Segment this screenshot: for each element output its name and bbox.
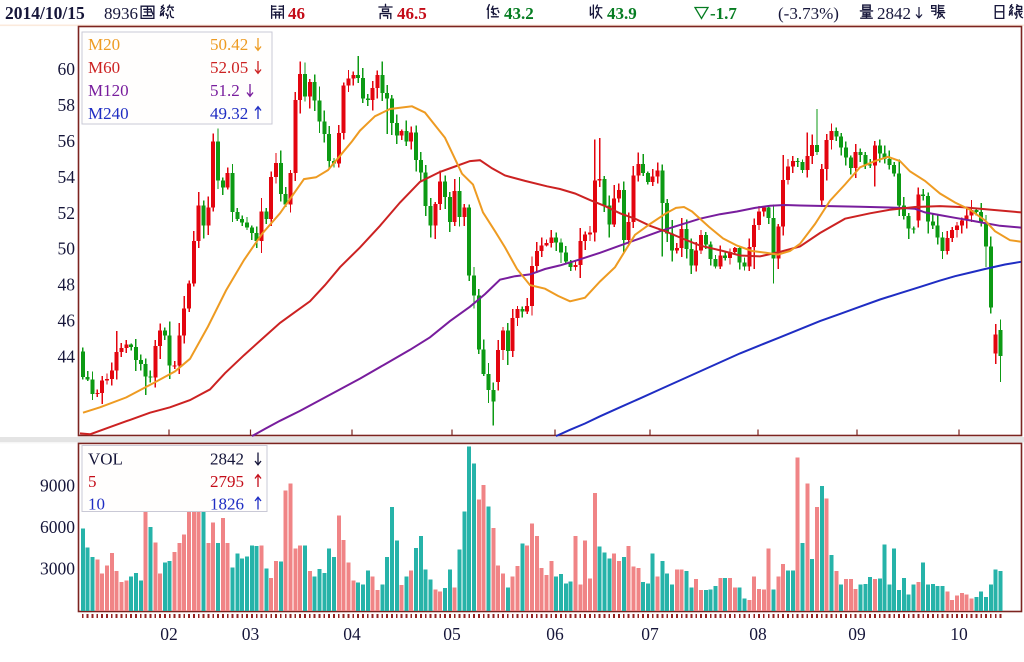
svg-text:43.2: 43.2 — [504, 4, 534, 23]
svg-text:52: 52 — [58, 203, 76, 223]
svg-text:60: 60 — [58, 59, 76, 79]
svg-text:06: 06 — [546, 624, 564, 644]
svg-text:54: 54 — [58, 167, 76, 187]
svg-text:VOL: VOL — [88, 450, 123, 469]
svg-text:02: 02 — [160, 624, 178, 644]
svg-text:46.5: 46.5 — [397, 4, 427, 23]
svg-text:46: 46 — [288, 4, 305, 23]
svg-text:07: 07 — [641, 624, 659, 644]
svg-text:46: 46 — [58, 311, 76, 331]
svg-text:M60: M60 — [88, 58, 120, 77]
svg-text:2842: 2842 — [877, 4, 911, 23]
svg-text:09: 09 — [848, 624, 866, 644]
svg-text:08: 08 — [749, 624, 767, 644]
svg-text:10: 10 — [88, 495, 105, 514]
svg-text:51.2: 51.2 — [210, 81, 240, 100]
svg-text:M120: M120 — [88, 81, 129, 100]
svg-text:8936: 8936 — [104, 4, 138, 23]
svg-text:50: 50 — [58, 239, 76, 259]
svg-text:48: 48 — [58, 275, 76, 295]
svg-text:50.42: 50.42 — [210, 35, 248, 54]
svg-text:1826: 1826 — [210, 495, 244, 514]
svg-text:6000: 6000 — [40, 517, 75, 537]
svg-text:03: 03 — [242, 624, 260, 644]
svg-text:10: 10 — [950, 624, 968, 644]
svg-text:M20: M20 — [88, 35, 120, 54]
svg-text:58: 58 — [58, 95, 76, 115]
svg-text:2014/10/15: 2014/10/15 — [5, 3, 85, 23]
svg-text:2842: 2842 — [210, 450, 244, 469]
svg-text:5: 5 — [88, 472, 97, 491]
svg-text:56: 56 — [58, 131, 76, 151]
svg-text:04: 04 — [343, 624, 361, 644]
svg-text:9000: 9000 — [40, 476, 75, 496]
svg-text:2795: 2795 — [210, 472, 244, 491]
svg-text:44: 44 — [58, 347, 76, 367]
svg-text:3000: 3000 — [40, 559, 75, 579]
svg-text:M240: M240 — [88, 104, 129, 123]
svg-text:43.9: 43.9 — [607, 4, 637, 23]
svg-text:05: 05 — [443, 624, 461, 644]
svg-text:52.05: 52.05 — [210, 58, 248, 77]
svg-text:49.32: 49.32 — [210, 104, 248, 123]
svg-text:-1.7: -1.7 — [710, 4, 737, 23]
svg-text:(-3.73%): (-3.73%) — [778, 4, 839, 23]
